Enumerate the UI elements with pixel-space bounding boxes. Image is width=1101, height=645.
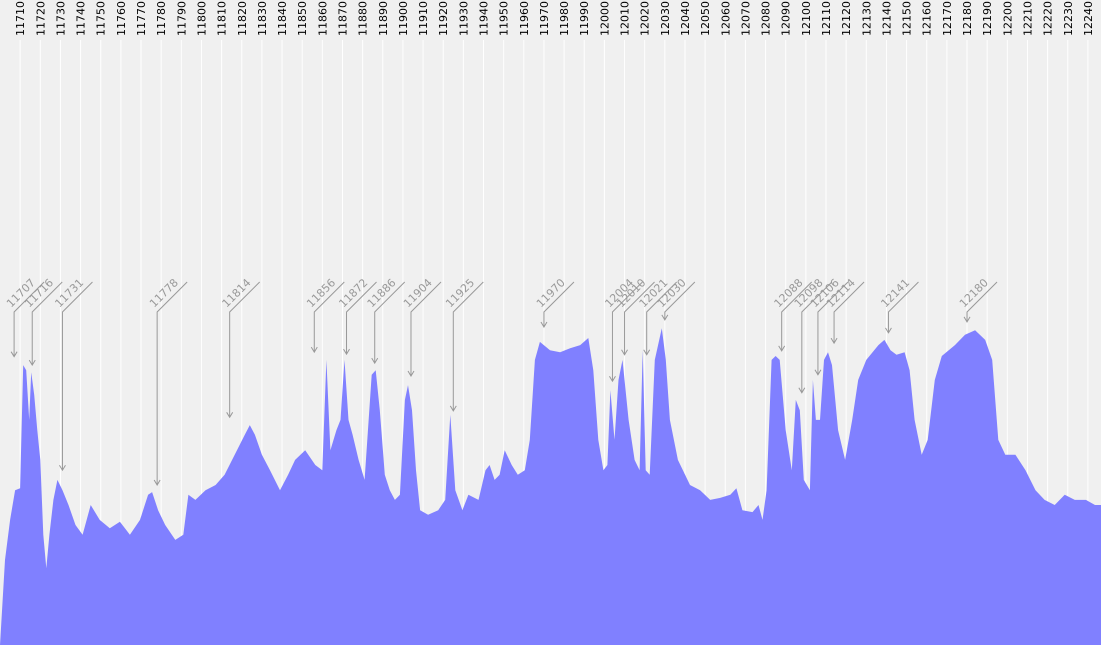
x-tick-label: 11910 (417, 1, 430, 36)
annotation-arrow (407, 281, 442, 378)
annotation-arrow (798, 281, 833, 394)
x-tick-label: 11880 (357, 1, 370, 36)
x-tick-label: 12200 (1001, 1, 1014, 36)
annotation-arrow (830, 281, 865, 345)
annotation-arrow (226, 281, 261, 419)
annotation-arrow (10, 281, 45, 358)
x-tick-label: 11720 (34, 1, 47, 36)
area (0, 328, 1101, 645)
x-tick-label: 12050 (699, 1, 712, 36)
annotation-arrow (153, 281, 188, 487)
x-tick-label: 11730 (54, 1, 67, 36)
x-tick-label: 12090 (780, 1, 793, 36)
x-tick-label: 11780 (155, 1, 168, 36)
annotation-arrow (59, 281, 93, 472)
x-tick-label: 11990 (578, 1, 591, 36)
x-tick-label: 11790 (175, 1, 188, 36)
x-tick-label: 11820 (236, 1, 249, 36)
x-tick-label: 11870 (336, 1, 349, 36)
x-tick-label: 11980 (558, 1, 571, 36)
annotation-arrow (621, 281, 655, 356)
x-tick-label: 11770 (135, 1, 148, 36)
x-tick-label: 12110 (820, 1, 833, 36)
x-tick-label: 11850 (296, 1, 309, 36)
annotation-arrow (343, 281, 377, 356)
annotation-arrow (885, 281, 919, 334)
x-tick-label: 11900 (397, 1, 410, 36)
x-tick-label: 12070 (739, 1, 752, 36)
x-tick-label: 11860 (316, 1, 329, 36)
x-tick-label: 12230 (1062, 1, 1075, 36)
x-tick-label: 11960 (518, 1, 531, 36)
x-tick-label: 12240 (1082, 1, 1095, 36)
x-tick-label: 11740 (75, 1, 88, 36)
x-tick-label: 12220 (1042, 1, 1055, 36)
x-tick-label: 11970 (538, 1, 551, 36)
x-tick-label: 12020 (639, 1, 652, 36)
annotation-arrow (661, 281, 696, 321)
annotation-arrow (449, 281, 484, 412)
x-tick-label: 12210 (1021, 1, 1034, 36)
x-tick-label: 12130 (860, 1, 873, 36)
x-tick-label: 12000 (598, 1, 611, 36)
x-tick-label: 11940 (478, 1, 491, 36)
x-tick-label: 11760 (115, 1, 128, 36)
x-tick-label: 12030 (659, 1, 672, 36)
x-tick-label: 12120 (840, 1, 853, 36)
annotation-arrow (643, 281, 678, 356)
x-tick-label: 12060 (719, 1, 732, 36)
annotation-arrow (814, 281, 849, 376)
x-tick-label: 12080 (760, 1, 773, 36)
x-tick-label: 12180 (961, 1, 974, 36)
x-tick-label: 12150 (901, 1, 914, 36)
x-tick-label: 11930 (457, 1, 470, 36)
x-tick-label: 11950 (498, 1, 511, 36)
x-tick-label: 12010 (619, 1, 632, 36)
x-tick-label: 11800 (195, 1, 208, 36)
x-tick-label: 11890 (377, 1, 390, 36)
x-tick-label: 11840 (276, 1, 289, 36)
x-tick-label: 11830 (256, 1, 269, 36)
x-tick-label: 12190 (981, 1, 994, 36)
annotation-arrow (371, 281, 406, 365)
x-tick-label: 12160 (921, 1, 934, 36)
x-tick-label: 12100 (800, 1, 813, 36)
annotation-arrow (28, 281, 63, 367)
annotation-arrow (963, 281, 998, 323)
x-tick-label: 12170 (941, 1, 954, 36)
x-tick-label: 12140 (880, 1, 893, 36)
x-tick-label: 11710 (14, 1, 27, 36)
x-tick-label: 11920 (437, 1, 450, 36)
annotation-arrow (609, 281, 643, 383)
x-tick-label: 11810 (216, 1, 229, 36)
x-tick-label: 12040 (679, 1, 692, 36)
annotation-arrow (778, 281, 813, 352)
x-tick-label: 11750 (95, 1, 108, 36)
annotation-arrow (310, 281, 345, 354)
annotation-arrow (540, 281, 575, 328)
